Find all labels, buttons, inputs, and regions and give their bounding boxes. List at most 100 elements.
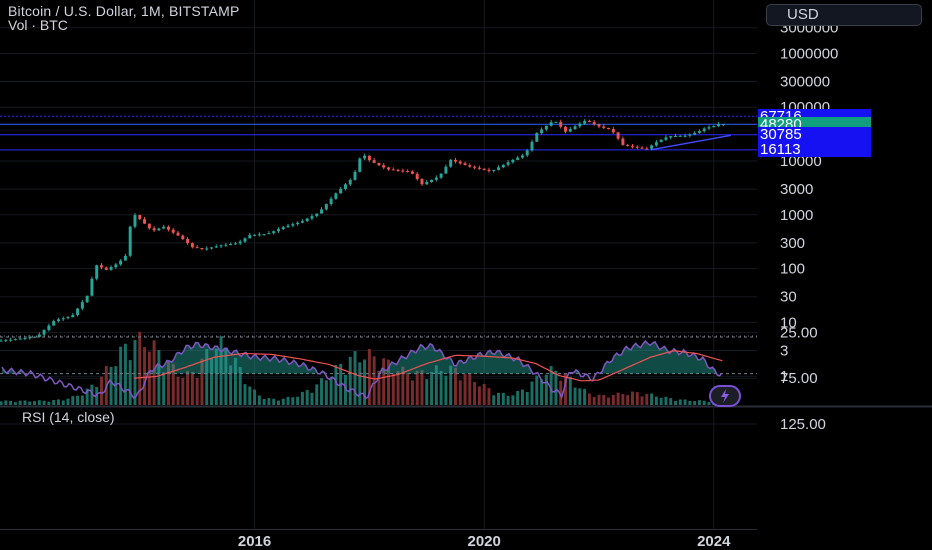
candle-body <box>449 159 453 167</box>
rsi-ma-line <box>133 350 723 382</box>
candle-body <box>104 267 108 270</box>
volume-bar <box>592 397 596 405</box>
candle-body <box>640 147 644 149</box>
lightning-icon[interactable] <box>709 385 741 407</box>
volume-bar <box>195 377 199 405</box>
volume-bar <box>243 384 247 405</box>
volume-bar <box>549 366 553 405</box>
candle-body <box>626 144 630 146</box>
volume-bar <box>640 396 644 405</box>
volume-bar <box>76 395 80 405</box>
candle-body <box>540 129 544 134</box>
candle-body <box>186 239 190 244</box>
candle-body <box>219 245 223 247</box>
volume-bar <box>214 348 218 405</box>
volume-bar <box>468 373 472 405</box>
candle-body <box>645 148 649 150</box>
volume-bar <box>377 370 381 405</box>
candle-body <box>607 127 611 130</box>
volume-bar <box>535 375 539 405</box>
volume-bar <box>358 362 362 405</box>
volume-bar <box>621 394 625 405</box>
volume-bar <box>650 393 654 405</box>
volume-bar <box>420 370 424 405</box>
volume-bar <box>693 401 697 405</box>
candle-body <box>128 226 132 256</box>
candle-body <box>277 229 280 232</box>
volume-bar <box>520 389 524 405</box>
volume-bar <box>52 399 56 405</box>
volume-bar <box>669 398 673 405</box>
volume-bar <box>205 349 209 405</box>
volume-bar <box>497 392 501 405</box>
volume-bar <box>463 374 467 405</box>
candle-body <box>214 246 218 248</box>
currency-button[interactable]: USD <box>766 4 922 26</box>
candle-body <box>497 167 501 170</box>
candle-body <box>300 221 304 223</box>
chart-title: Bitcoin / U.S. Dollar, 1M, BITSTAMP <box>8 3 240 19</box>
candle-body <box>697 131 701 133</box>
candle-body <box>587 120 591 123</box>
candle-body <box>123 255 127 261</box>
candle-body <box>205 248 209 250</box>
candle-body <box>4 340 8 342</box>
candle-body <box>707 127 711 129</box>
volume-bar <box>506 395 510 405</box>
volume-bar <box>100 376 103 405</box>
volume-bar <box>602 394 606 405</box>
volume-bar <box>501 392 505 405</box>
volume-bar <box>678 399 682 405</box>
volume-bar <box>401 366 405 405</box>
candle-body <box>339 188 343 194</box>
volume-bar <box>257 395 261 405</box>
volume-bar <box>329 377 333 405</box>
candle-body <box>324 204 328 210</box>
volume-bar <box>664 396 668 405</box>
candle-body <box>396 169 400 171</box>
price-level-tag: 16113 <box>758 142 871 158</box>
candle-body <box>18 338 22 340</box>
volume-bar <box>291 397 295 405</box>
volume-bar <box>554 370 558 405</box>
candle-body <box>305 218 309 222</box>
volume-bar <box>583 388 587 405</box>
candle-body <box>564 126 567 132</box>
volume-bar <box>396 371 400 405</box>
volume-bar <box>492 395 496 405</box>
volume-bar <box>171 364 175 405</box>
candle-body <box>602 126 606 128</box>
candle-body <box>329 198 333 205</box>
time-axis-label: 2020 <box>467 533 500 550</box>
candle-body <box>358 158 362 172</box>
candle-body <box>592 122 596 125</box>
candle-body <box>712 126 716 128</box>
candle-body <box>377 162 381 166</box>
price-axis-label: 1000 <box>780 207 813 224</box>
volume-bar <box>286 396 290 405</box>
candle-body <box>61 318 65 320</box>
volume-bar <box>444 375 448 405</box>
volume-bar <box>200 358 204 405</box>
candle-body <box>0 340 3 342</box>
candle-body <box>583 120 587 124</box>
candle-body <box>66 317 70 319</box>
volume-bar <box>229 365 233 405</box>
candles-group <box>0 119 725 343</box>
candle-body <box>243 238 247 242</box>
candle-body <box>348 179 352 185</box>
candle-body <box>501 164 505 168</box>
candle-body <box>659 139 663 143</box>
candle-body <box>693 132 697 135</box>
volume-bar <box>659 397 663 405</box>
volume-bar <box>372 356 376 405</box>
volume-bar <box>133 339 137 405</box>
candle-body <box>114 264 118 268</box>
candle-body <box>434 177 438 180</box>
volume-bar <box>166 361 170 405</box>
candle-body <box>597 124 601 127</box>
candle-body <box>291 224 295 226</box>
candle-body <box>654 142 658 146</box>
candle-body <box>468 165 472 167</box>
